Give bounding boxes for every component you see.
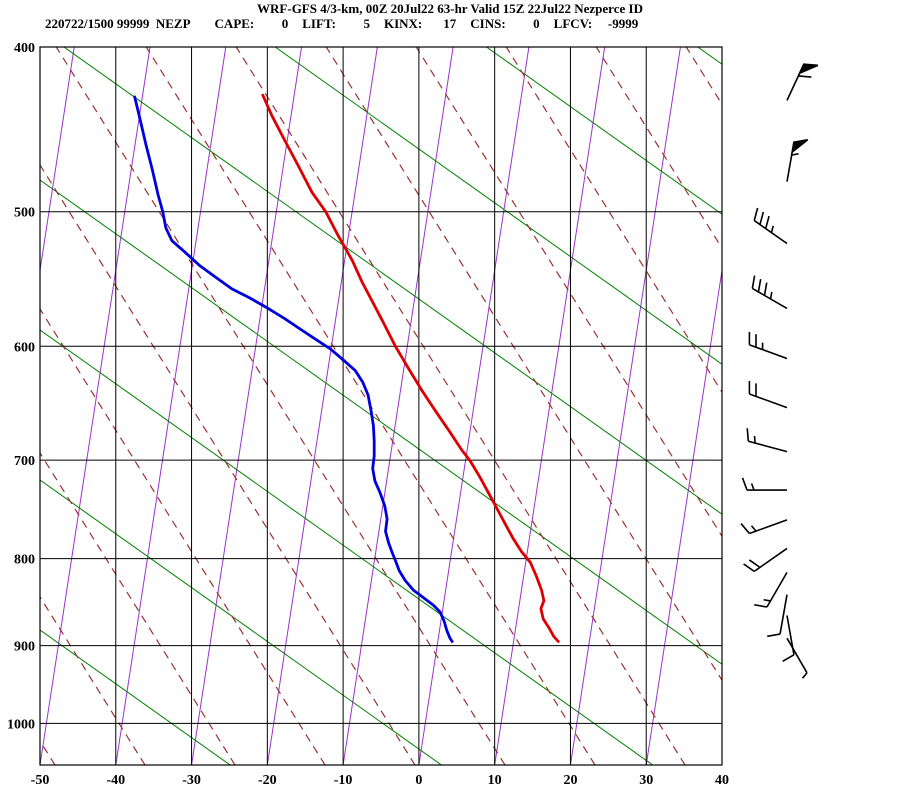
wind-barb	[746, 428, 788, 453]
dry-adiabat-line	[235, 47, 686, 765]
axis-labels: 400 500 600 700 800 900 1000 -50 -40 -30 -20 -10 0 10…	[7, 41, 729, 788]
plot-frame	[39, 46, 723, 766]
isotherm-line	[191, 47, 303, 765]
dry-adiabat-line	[595, 47, 722, 250]
isotherm-line	[40, 47, 151, 765]
moist-adiabat-line	[63, 47, 722, 515]
temp-tick-label: -50	[31, 773, 50, 788]
pressure-tick-label: 700	[14, 454, 35, 469]
moist-adiabat-line	[696, 47, 722, 65]
wind-barb	[753, 207, 788, 245]
index-lift-label: LIFT:	[302, 16, 336, 31]
wind-barb	[786, 63, 819, 101]
temp-tick-label: -30	[182, 773, 201, 788]
wind-barb	[751, 275, 788, 310]
wind-barb-column	[740, 63, 819, 679]
wind-barb	[741, 477, 787, 491]
dry-adiabat-line	[325, 47, 722, 682]
temp-tick-label: 0	[415, 773, 422, 788]
temperature-trace	[261, 93, 560, 643]
dry-adiabat-line	[55, 47, 506, 765]
isotherm-line	[494, 47, 606, 765]
wind-barb	[748, 331, 788, 360]
moist-adiabat-line	[40, 479, 443, 765]
moist-adiabat-line	[40, 179, 722, 665]
isotherm-line	[115, 47, 227, 765]
index-kinx-label: KINX:	[383, 16, 423, 31]
index-cins-label: CINS:	[470, 16, 506, 31]
pressure-tick-label: 500	[14, 206, 35, 221]
wind-barb	[767, 594, 788, 638]
dewpoint-trace	[133, 95, 454, 643]
temp-tick-label: -10	[334, 773, 353, 788]
moist-adiabat-line	[40, 780, 722, 800]
dry-adiabat-line	[415, 47, 722, 538]
index-lfcv-value: -9999	[607, 16, 639, 31]
wind-barb	[754, 571, 788, 608]
wind-barb	[782, 615, 795, 663]
station-info-line: 220722/1500 99999 NEZP CAPE: 0 LIFT: 5 KINX: 1…	[45, 16, 638, 32]
wind-barb	[786, 637, 808, 679]
station-id-text: 220722/1500 99999 NEZP	[45, 16, 191, 31]
temp-tick-label: 20	[563, 773, 577, 788]
isotherm-line	[721, 761, 722, 765]
moist-adiabat-line	[40, 329, 654, 765]
sounding-traces	[133, 93, 560, 643]
chart-title: WRF-GFS 4/3-km, 00Z 20Jul22 63-hr Valid …	[257, 1, 643, 16]
isotherm-line	[418, 47, 530, 765]
wind-barb	[786, 138, 809, 182]
grid	[39, 46, 723, 766]
dry-adiabat-line	[40, 163, 416, 765]
isotherm-line	[342, 47, 454, 765]
temp-tick-label: 30	[639, 773, 653, 788]
moist-adiabat-line	[274, 47, 722, 365]
index-lift-value: 5	[363, 16, 370, 31]
pressure-tick-label: 800	[14, 553, 35, 568]
temp-tick-label: -40	[106, 773, 125, 788]
dry-adiabat-line	[40, 739, 56, 765]
index-kinx-value: 17	[443, 16, 457, 31]
temp-tick-label: -20	[258, 773, 277, 788]
wind-barb	[740, 519, 788, 535]
index-cape-label: CAPE:	[214, 16, 255, 31]
pressure-tick-label: 400	[14, 41, 35, 56]
isotherm-line	[40, 47, 75, 274]
index-cins-value: 0	[533, 16, 540, 31]
moist-adiabat-line	[40, 629, 232, 765]
pressure-tick-label: 600	[14, 340, 35, 355]
isotherm-line	[266, 47, 378, 765]
pressure-tick-label: 900	[14, 640, 35, 655]
temp-tick-label: 10	[488, 773, 502, 788]
temp-tick-label: 40	[715, 773, 729, 788]
dry-adiabat-line	[505, 47, 722, 394]
dry-adiabat-line	[40, 307, 326, 765]
dry-adiabat-line	[40, 451, 236, 765]
pressure-tick-label: 1000	[7, 717, 35, 732]
wind-barb	[748, 380, 788, 409]
index-lfcv-label: LFCV:	[553, 16, 593, 31]
isotherm-line	[645, 267, 722, 765]
index-cape-value: 0	[281, 16, 289, 31]
wind-barb	[743, 547, 788, 573]
moist-adiabat-line	[485, 47, 722, 215]
